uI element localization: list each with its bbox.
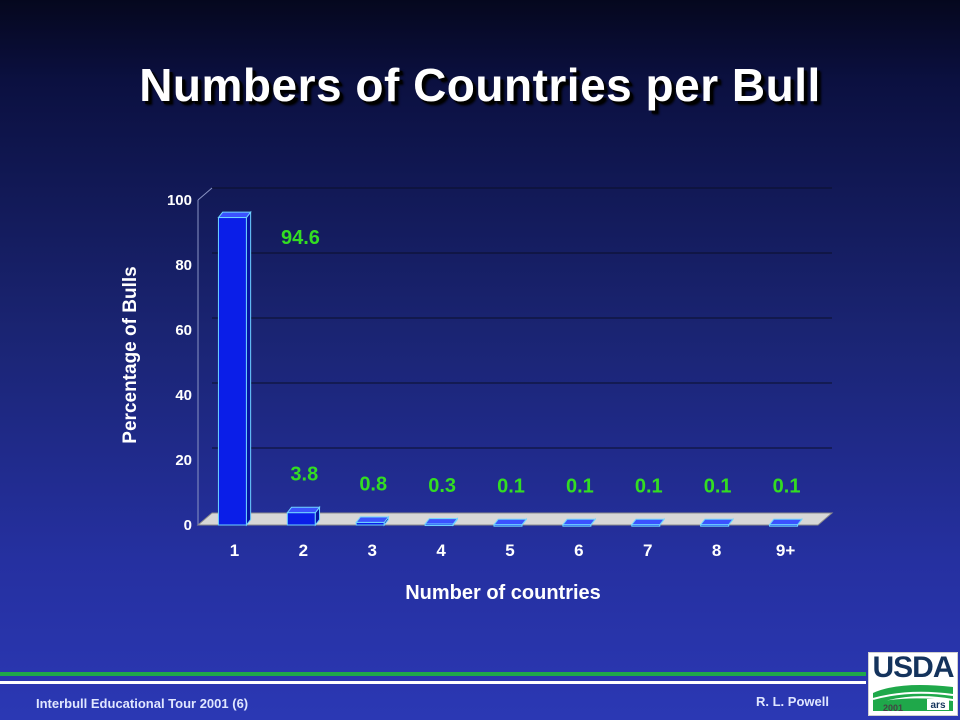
bar-front <box>286 512 316 526</box>
bar <box>561 517 597 527</box>
y-tick-label: 100 <box>167 192 192 209</box>
bar-top <box>768 518 803 526</box>
usda-logo: USDA ars 2001 <box>868 651 958 716</box>
footer-rule-green <box>0 672 866 676</box>
y-tick-label: 60 <box>175 322 192 339</box>
x-tick-label: 9+ <box>776 541 795 560</box>
y-tick-label: 80 <box>175 257 192 274</box>
y-tick-label: 20 <box>175 452 192 469</box>
bar <box>355 515 390 527</box>
data-label: 0.1 <box>566 476 594 498</box>
y-axis-depth-line <box>197 187 213 201</box>
bar-top <box>355 516 390 523</box>
data-label: 94.6 <box>281 227 320 249</box>
bar-top <box>217 211 252 219</box>
data-label-layer: 94.6 3.8 0.8 0.3 0.1 0.1 0.1 0.1 0.1 <box>281 227 800 498</box>
y-tick-label: 40 <box>175 387 192 404</box>
bar <box>286 505 321 527</box>
tick-layer: 0 20 40 60 80 100 1 2 3 4 5 6 7 8 9+ <box>167 192 795 560</box>
svg-text:ars: ars <box>930 700 945 711</box>
x-tick-label: 7 <box>643 541 652 560</box>
bar-side <box>245 210 252 527</box>
footer-rule-white <box>0 681 866 684</box>
x-tick-label: 6 <box>574 541 583 560</box>
usda-logo-year: 2001 <box>883 703 904 713</box>
usda-logo-text: USDA <box>872 651 954 684</box>
x-tick-label: 8 <box>712 541 721 560</box>
y-tick-label: 0 <box>184 517 192 534</box>
bar <box>630 517 666 527</box>
footer-title: Interbull Educational Tour 2001 (6) <box>36 696 249 711</box>
slide-title: Numbers of Countries per Bull <box>139 59 821 111</box>
bar-top <box>492 518 528 526</box>
usda-logo-graphic: ars <box>872 685 954 711</box>
data-label: 0.1 <box>704 476 732 498</box>
bar <box>492 517 528 527</box>
x-tick-label: 3 <box>367 541 376 560</box>
bar <box>699 517 734 527</box>
bar <box>424 517 459 527</box>
y-axis-label: Percentage of Bulls <box>120 266 141 443</box>
bar-top <box>286 506 321 514</box>
bar-front <box>217 217 247 526</box>
data-label: 3.8 <box>290 464 318 486</box>
data-label: 0.8 <box>359 473 387 495</box>
x-tick-label: 1 <box>230 541 239 560</box>
data-label: 0.1 <box>635 476 663 498</box>
bar-top <box>561 518 597 526</box>
bar-top <box>630 518 666 526</box>
data-label: 0.3 <box>428 475 456 497</box>
bar <box>768 517 803 527</box>
x-tick-label: 5 <box>505 541 514 560</box>
footer-author: R. L. Powell <box>756 694 829 709</box>
x-tick-label: 2 <box>299 541 308 560</box>
bar <box>217 210 252 527</box>
data-label: 0.1 <box>773 476 801 498</box>
x-axis-label: Number of countries <box>405 582 601 604</box>
bar-top <box>424 518 459 525</box>
bar-top <box>699 518 734 526</box>
bar-layer <box>217 210 803 527</box>
x-tick-label: 4 <box>436 541 446 560</box>
data-label: 0.1 <box>497 476 525 498</box>
